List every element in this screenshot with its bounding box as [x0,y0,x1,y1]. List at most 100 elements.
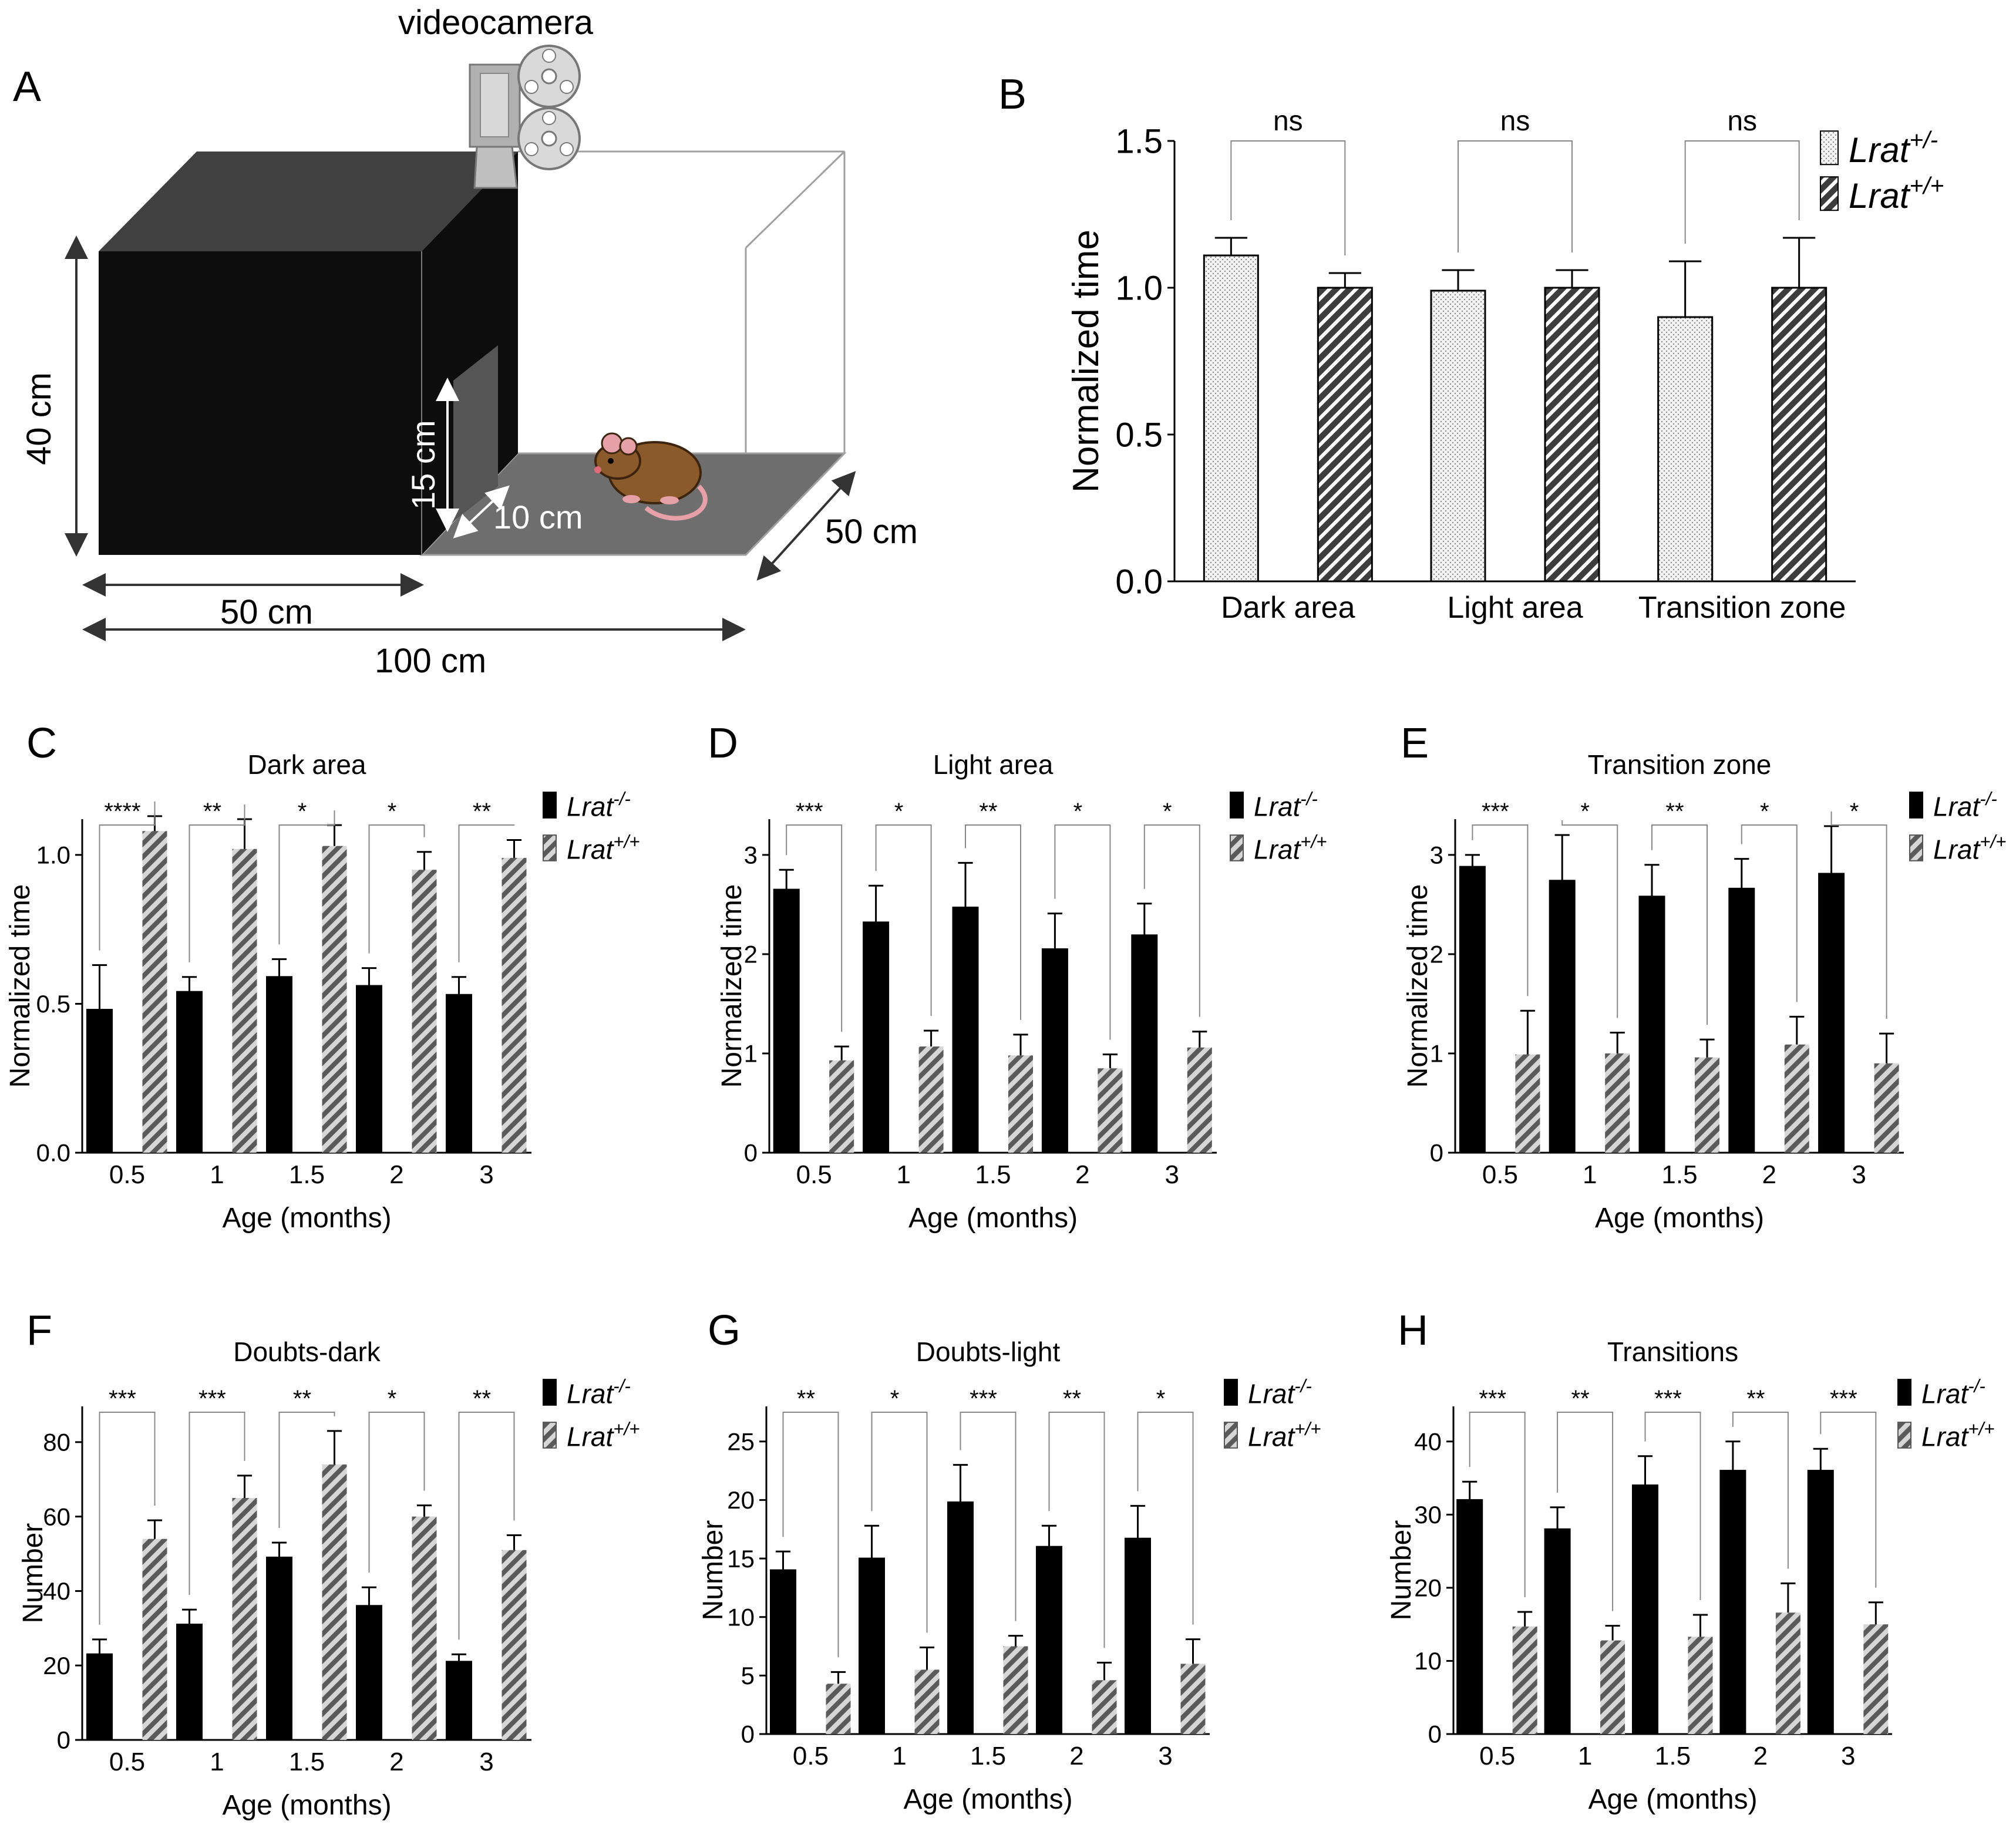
x-tick-label: 3 [479,1160,493,1189]
legend-swatch [543,834,557,861]
significance-bracket [1458,140,1573,253]
significance-bracket [278,810,335,945]
x-tick-label: Dark area [1221,591,1355,625]
y-tick-label: 1 [1430,1040,1443,1068]
significance-bracket [960,1412,1017,1621]
bar [1775,1612,1800,1734]
bar [1515,1054,1540,1153]
panel-letter-f: F [26,1307,52,1354]
mouse-icon [594,432,708,521]
significance-bracket [1561,820,1618,1018]
y-tick-label: 1.5 [1115,122,1163,160]
bar [1203,254,1259,583]
significance-bracket [189,804,245,962]
y-axis-title: Normalized time [1402,884,1433,1088]
bar [176,1623,203,1741]
legend-label: Lrat-/- [567,1376,631,1409]
significance-label: * [388,1386,397,1412]
y-tick-label: 0.5 [36,990,70,1018]
bar [1695,1057,1719,1153]
significance-bracket [1472,824,1529,997]
significance-label: *** [1654,1386,1682,1412]
x-tick-label: 0.5 [793,1742,829,1770]
bar [1180,1664,1206,1734]
significance-label: ns [1500,106,1530,137]
x-tick-label: 0.5 [1479,1742,1515,1770]
x-axis-title: Age (months) [222,1790,391,1821]
significance-bracket [1820,1412,1877,1588]
bar [1008,1055,1033,1153]
height-label: 40 cm [20,372,58,465]
x-tick-label: 2 [1069,1742,1083,1770]
panel-letter-d: D [708,720,738,767]
x-tick-label: Light area [1447,591,1583,625]
panel-g-chart: G 0 5 10 15 20 25 Number Doubts-light Age (month… [698,1307,1321,1815]
x-tick-label: 2 [389,1748,403,1776]
y-tick-label: 0 [1428,1721,1442,1748]
y-tick-label: 0.5 [1115,416,1163,454]
bar [1098,1068,1123,1153]
panel-letter-a: A [13,63,41,110]
legend-label: Lrat-/- [1921,1376,1985,1409]
significance-bracket [1830,811,1887,1019]
bar [142,831,167,1153]
significance-label: *** [1830,1386,1857,1412]
x-tick-label: 1.5 [970,1742,1006,1770]
door-width-arrow [453,485,510,538]
bar [1317,287,1373,583]
significance-bracket [1469,1412,1526,1597]
bar [918,1046,944,1153]
x-axis-title: Age (months) [1588,1784,1757,1815]
legend-label: Lrat+/+ [1254,831,1327,864]
legend-label: Lrat+/+ [1248,1419,1321,1452]
bar [266,976,292,1154]
y-tick-label: 3 [744,841,758,869]
significance-label: * [298,799,307,824]
x-tick-label: 1 [892,1742,906,1770]
y-tick-label: 20 [1414,1574,1442,1602]
significance-bracket [1230,140,1346,255]
x-tick-label: 2 [1075,1160,1089,1189]
x-axis-title: Age (months) [222,1203,391,1234]
bar [1771,287,1827,583]
depth-label: 50 cm [825,513,918,551]
bar [266,1556,292,1741]
y-tick-label: 10 [1414,1647,1442,1675]
legend-label: Lrat+/+ [1933,831,2006,864]
x-tick-label: 1 [1583,1160,1597,1189]
significance-label: ns [1727,106,1757,137]
legend-label: Lrat+/+ [1921,1419,1994,1452]
y-axis-title: Number [1386,1520,1417,1621]
bar [914,1669,940,1734]
y-tick-label: 40 [1414,1428,1442,1455]
significance-label: *** [1479,1386,1506,1412]
y-tick-label: 60 [43,1503,70,1530]
dark-box-top [99,152,518,251]
bar [770,1569,796,1735]
y-tick-label: 1.0 [36,841,70,869]
y-tick-label: 40 [43,1577,70,1605]
significance-bracket [458,1412,515,1640]
bar [1430,289,1486,583]
depth-arrow [756,471,856,581]
significance-label: ** [797,1386,815,1412]
x-tick-label: 2 [1754,1742,1768,1770]
significance-bracket [875,824,932,1016]
bar [1459,866,1486,1154]
x-tick-label: 3 [1165,1160,1179,1189]
bar [1719,1470,1746,1735]
x-tick-label: Transition zone [1638,591,1846,625]
legend-label: Lrat-/- [1248,1376,1312,1409]
legend-label: Lrat-/- [567,789,631,822]
significance-label: ** [1665,799,1684,824]
significance-bracket [1651,824,1708,1025]
bar [1632,1484,1658,1735]
significance-bracket [99,1412,156,1625]
chart-title: Doubts-light [916,1337,1061,1367]
x-tick-label: 0.5 [1482,1160,1518,1189]
significance-bracket [1143,824,1200,1017]
bar [1638,896,1665,1154]
panel-letter-g: G [708,1307,741,1354]
y-tick-label: 0 [741,1721,755,1748]
y-tick-label: 2 [744,941,758,968]
